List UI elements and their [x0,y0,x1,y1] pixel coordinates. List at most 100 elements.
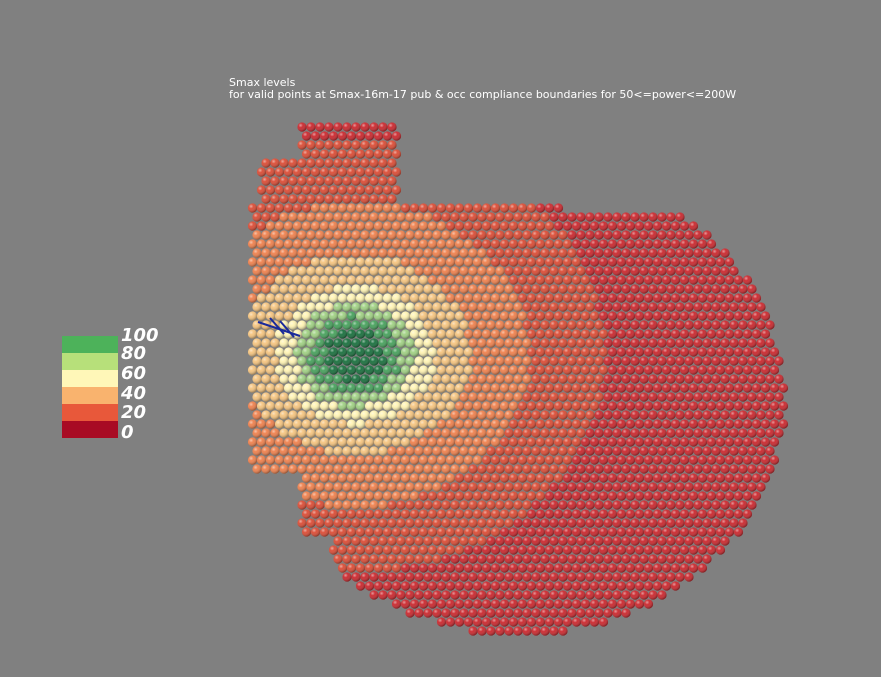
sphere-point-shade [589,365,600,375]
sphere-point-shade [693,230,703,240]
sphere-point-shade [391,491,402,501]
sphere-point-shade [387,590,397,600]
sphere-point-shade [355,221,366,231]
sphere-point-shade [639,590,649,600]
sphere-point-shade [729,320,739,330]
sphere-point-shade [472,275,483,285]
sphere-point-shade [445,509,456,519]
sphere-point-shade [679,347,690,357]
sphere-point-shade [315,248,325,258]
sphere-point-shade [585,446,595,456]
sphere-point-shade [526,239,537,249]
sphere-point-shade [373,239,384,249]
sphere-point-shade [630,572,640,582]
sphere-point-shade [378,320,388,330]
sphere-point-shade [265,365,276,375]
sphere-point-shade [571,527,582,537]
sphere-point-shade [585,500,595,510]
sphere-point-shade [697,347,708,357]
sphere-point-shade [409,599,420,609]
sphere-point-shade [355,473,366,483]
sphere-point-shade [378,500,388,510]
sphere-point-shade [693,392,703,402]
sphere-point-shade [670,365,681,375]
sphere-point-shade [535,581,546,591]
sphere-point-shade [301,419,312,429]
sphere-point-shade [567,428,577,438]
sphere-point-shade [733,473,744,483]
sphere-point-shade [441,590,451,600]
sphere-point-shade [436,437,447,447]
sphere-point-shade [360,176,370,186]
sphere-point-shade [693,374,703,384]
sphere-point-shade [297,518,307,528]
sphere-point-shade [648,572,658,582]
sphere-point-shade [603,392,613,402]
sphere-point-shade [576,320,586,330]
sphere-point-shade [504,428,514,438]
sphere-point-shade [369,500,379,510]
sphere-point-shade [517,365,528,375]
sphere-point-shade [526,383,537,393]
sphere-point-shade [495,464,505,474]
sphere-point-shade [621,266,631,276]
sphere-point-shade [396,248,406,258]
sphere-point-shade [504,284,514,294]
sphere-point-shade [297,338,307,348]
sphere-point-shade [562,329,573,339]
sphere-point-shade [670,347,681,357]
sphere-point-shade [742,473,753,483]
sphere-point-shade [778,401,789,411]
sphere-point-shade [607,383,618,393]
sphere-point-shade [351,356,361,366]
sphere-point-shade [333,338,343,348]
sphere-point-shade [387,446,397,456]
sphere-point-shade [418,365,429,375]
sphere-point-shade [441,536,451,546]
sphere-point-shade [441,608,451,618]
sphere-point-shade [652,365,663,375]
sphere-point-shade [463,563,474,573]
sphere-point-shade [319,455,330,465]
sphere-point-shade [567,248,577,258]
sphere-point-shade [720,338,730,348]
sphere-point-shade [342,140,352,150]
sphere-point-shade [355,455,366,465]
sphere-point-shade [346,455,357,465]
sphere-point-shade [580,545,591,555]
sphere-point-shade [711,320,721,330]
sphere-point-shade [279,356,289,366]
sphere-point-shade [648,338,658,348]
sphere-point-shade [328,239,339,249]
sphere-point-shade [670,275,681,285]
sphere-point-shade [373,257,384,267]
sphere-point-shade [346,221,357,231]
sphere-point-shade [612,320,622,330]
sphere-point-shade [477,356,487,366]
sphere-point-shade [715,437,726,447]
sphere-point-shade [418,473,429,483]
sphere-point-shade [310,239,321,249]
sphere-point-shade [711,446,721,456]
caption-subtitle: for valid points at Smax-16m-17 pub & oc… [229,88,737,101]
sphere-point-shade [549,248,559,258]
sphere-point-shade [558,572,568,582]
sphere-point-shade [333,140,343,150]
sphere-point-shade [625,599,636,609]
sphere-point-shade [760,383,771,393]
sphere-point-shade [571,509,582,519]
sphere-point-shade [661,545,672,555]
sphere-point-shade [715,545,726,555]
sphere-point-shade [463,347,474,357]
sphere-point-shade [603,230,613,240]
sphere-point-shade [436,581,447,591]
sphere-point-shade [297,194,307,204]
sphere-point-shade [396,590,406,600]
sphere-point-shade [378,176,388,186]
sphere-point-shade [657,392,667,402]
sphere-point-shade [693,302,703,312]
sphere-point-shade [274,401,285,411]
sphere-point-shade [747,284,757,294]
